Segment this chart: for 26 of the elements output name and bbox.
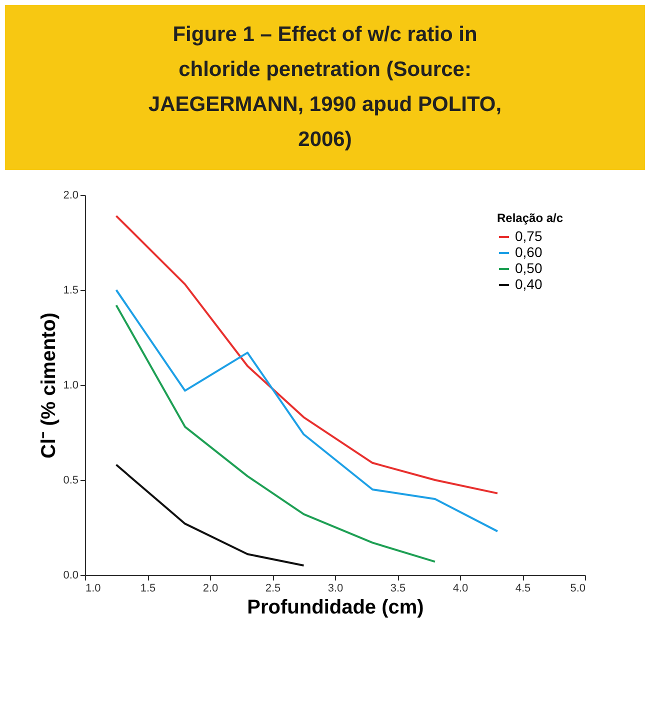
line-series (115, 464, 305, 566)
legend-title: Relação a/c (497, 211, 564, 225)
y-tick-label: 2.0 (63, 190, 78, 202)
legend-label: 0,60 (515, 244, 542, 260)
x-tick-label: 4.0 (452, 582, 468, 594)
chart-title: Figure 1 – Effect of w/c ratio in chloride penetration (Source: JAEGERMANN, 1990 apud POLITO, 2006) (148, 23, 502, 151)
x-tick-label: 4.5 (515, 582, 531, 594)
y-tick-label: 0.0 (63, 570, 78, 582)
legend-label: 0,50 (515, 260, 542, 276)
y-tick-label: 1.0 (63, 380, 78, 392)
x-tick-label: 3.5 (390, 582, 406, 594)
y-axis-title: Cl⁻ (% cimento) (38, 312, 60, 458)
x-axis-title: Profundidade (cm) (247, 596, 424, 618)
x-tick-label: 2.5 (265, 582, 281, 594)
line-series (115, 289, 498, 532)
x-tick-label: 1.5 (140, 582, 156, 594)
y-tick-label: 1.5 (63, 284, 78, 296)
x-tick-label: 5.0 (570, 582, 586, 594)
y-tick-label: 0.5 (63, 474, 78, 486)
legend-label: 0,75 (515, 228, 542, 244)
x-tick-label: 3.0 (328, 582, 344, 594)
x-tick-label: 1.0 (86, 582, 101, 594)
x-tick-label: 2.0 (202, 582, 218, 594)
line-series (115, 304, 436, 563)
legend-label: 0,40 (515, 276, 542, 292)
line-series (115, 214, 498, 494)
